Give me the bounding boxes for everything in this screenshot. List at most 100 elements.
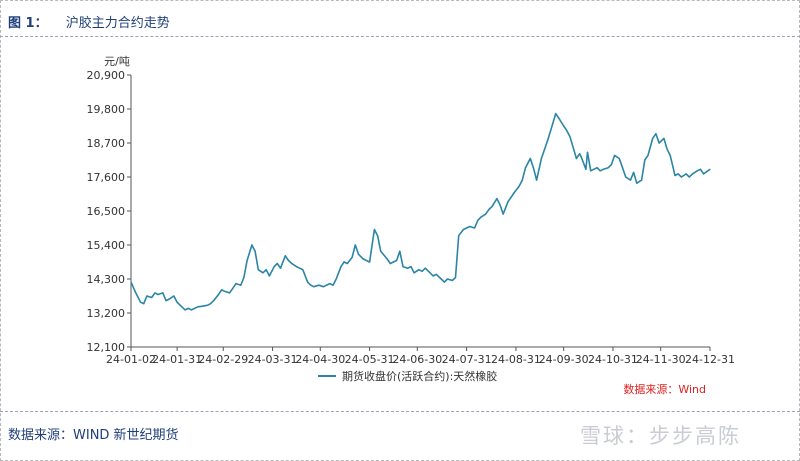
data-point bbox=[310, 284, 312, 286]
data-point bbox=[513, 191, 515, 194]
data-point bbox=[386, 258, 388, 260]
data-point bbox=[655, 133, 657, 135]
data-point bbox=[380, 250, 382, 252]
data-point bbox=[209, 303, 212, 305]
data-point bbox=[369, 261, 371, 263]
data-point bbox=[235, 283, 237, 285]
y-tick-label: 12,100 bbox=[87, 341, 126, 354]
source-note: 数据来源：WIND 新世纪期货 bbox=[8, 428, 179, 443]
data-point bbox=[254, 250, 256, 252]
data-point bbox=[443, 281, 445, 283]
data-point bbox=[703, 173, 705, 175]
data-point bbox=[532, 167, 535, 169]
data-point bbox=[585, 168, 587, 170]
x-tick-label: 24-11-30 bbox=[636, 353, 686, 366]
data-point bbox=[151, 296, 153, 299]
data-point bbox=[580, 156, 582, 158]
data-point bbox=[435, 273, 437, 275]
x-tick-label: 24-08-31 bbox=[491, 353, 541, 366]
data-point bbox=[469, 225, 471, 228]
data-point bbox=[295, 266, 297, 268]
data-point bbox=[699, 168, 702, 170]
data-point bbox=[357, 253, 360, 255]
y-tick-label: 20,900 bbox=[87, 69, 126, 82]
data-point bbox=[610, 164, 613, 166]
data-point bbox=[246, 259, 248, 262]
data-point bbox=[362, 258, 364, 260]
data-point bbox=[566, 130, 568, 132]
data-point bbox=[507, 201, 509, 203]
data-point bbox=[510, 196, 512, 198]
data-point bbox=[599, 170, 601, 172]
data-point bbox=[691, 173, 694, 175]
y-tick-label: 14,300 bbox=[87, 273, 126, 286]
data-point bbox=[586, 151, 589, 153]
y-axis-unit-label: 元/吨 bbox=[104, 55, 130, 68]
y-tick-label: 15,400 bbox=[87, 239, 126, 252]
data-point bbox=[232, 287, 234, 289]
data-point bbox=[351, 256, 353, 258]
data-point bbox=[399, 250, 401, 252]
data-point bbox=[179, 304, 181, 306]
data-point bbox=[563, 125, 565, 127]
data-point bbox=[135, 292, 137, 294]
data-point bbox=[243, 276, 245, 279]
data-point bbox=[480, 216, 482, 218]
x-tick-label: 24-05-31 bbox=[345, 353, 395, 366]
data-point bbox=[680, 176, 683, 178]
data-point bbox=[343, 261, 345, 263]
data-point bbox=[130, 281, 132, 283]
data-point bbox=[332, 284, 334, 286]
data-point bbox=[224, 290, 226, 292]
data-point bbox=[154, 292, 156, 294]
data-point bbox=[407, 267, 409, 269]
series-line bbox=[130, 112, 711, 311]
data-point bbox=[287, 259, 290, 262]
data-point bbox=[322, 286, 325, 288]
data-point bbox=[579, 153, 581, 155]
data-point bbox=[641, 179, 643, 181]
data-point bbox=[276, 262, 278, 265]
chart-source-label: 数据来源：Wind bbox=[623, 382, 706, 396]
data-point bbox=[496, 198, 498, 200]
data-point bbox=[313, 286, 315, 288]
data-point bbox=[291, 262, 293, 265]
data-point bbox=[354, 244, 356, 246]
data-point bbox=[299, 267, 301, 269]
data-point bbox=[518, 185, 520, 187]
data-point bbox=[335, 278, 337, 280]
footer-divider bbox=[0, 411, 800, 412]
data-point bbox=[685, 173, 687, 175]
data-point bbox=[547, 139, 549, 141]
data-point bbox=[176, 301, 178, 303]
figure-title-text: 沪胶主力合约走势 bbox=[65, 16, 170, 31]
x-tick-label: 24-01-02 bbox=[106, 353, 156, 366]
data-point bbox=[629, 179, 632, 181]
data-point bbox=[187, 307, 189, 309]
data-point bbox=[614, 154, 616, 156]
data-point bbox=[558, 117, 560, 119]
data-point bbox=[466, 227, 468, 229]
data-point bbox=[663, 137, 665, 139]
data-point bbox=[273, 266, 275, 268]
data-point bbox=[451, 279, 453, 282]
y-tick-label: 16,500 bbox=[87, 205, 126, 218]
data-point bbox=[666, 148, 668, 150]
data-point bbox=[389, 262, 391, 265]
x-tick-label: 24-03-31 bbox=[248, 353, 298, 366]
x-tick-label: 24-06-30 bbox=[392, 353, 442, 366]
data-point bbox=[340, 266, 342, 268]
data-point bbox=[421, 270, 423, 272]
x-tick-label: 24-09-30 bbox=[539, 353, 589, 366]
data-point bbox=[458, 235, 460, 237]
data-point bbox=[265, 269, 267, 271]
data-point bbox=[262, 272, 264, 274]
data-point bbox=[329, 283, 331, 285]
data-point bbox=[555, 113, 557, 115]
data-point bbox=[575, 157, 578, 160]
data-point bbox=[284, 255, 286, 257]
data-point bbox=[429, 272, 431, 274]
data-point bbox=[413, 272, 415, 274]
data-point bbox=[540, 157, 543, 160]
data-point bbox=[477, 219, 479, 221]
